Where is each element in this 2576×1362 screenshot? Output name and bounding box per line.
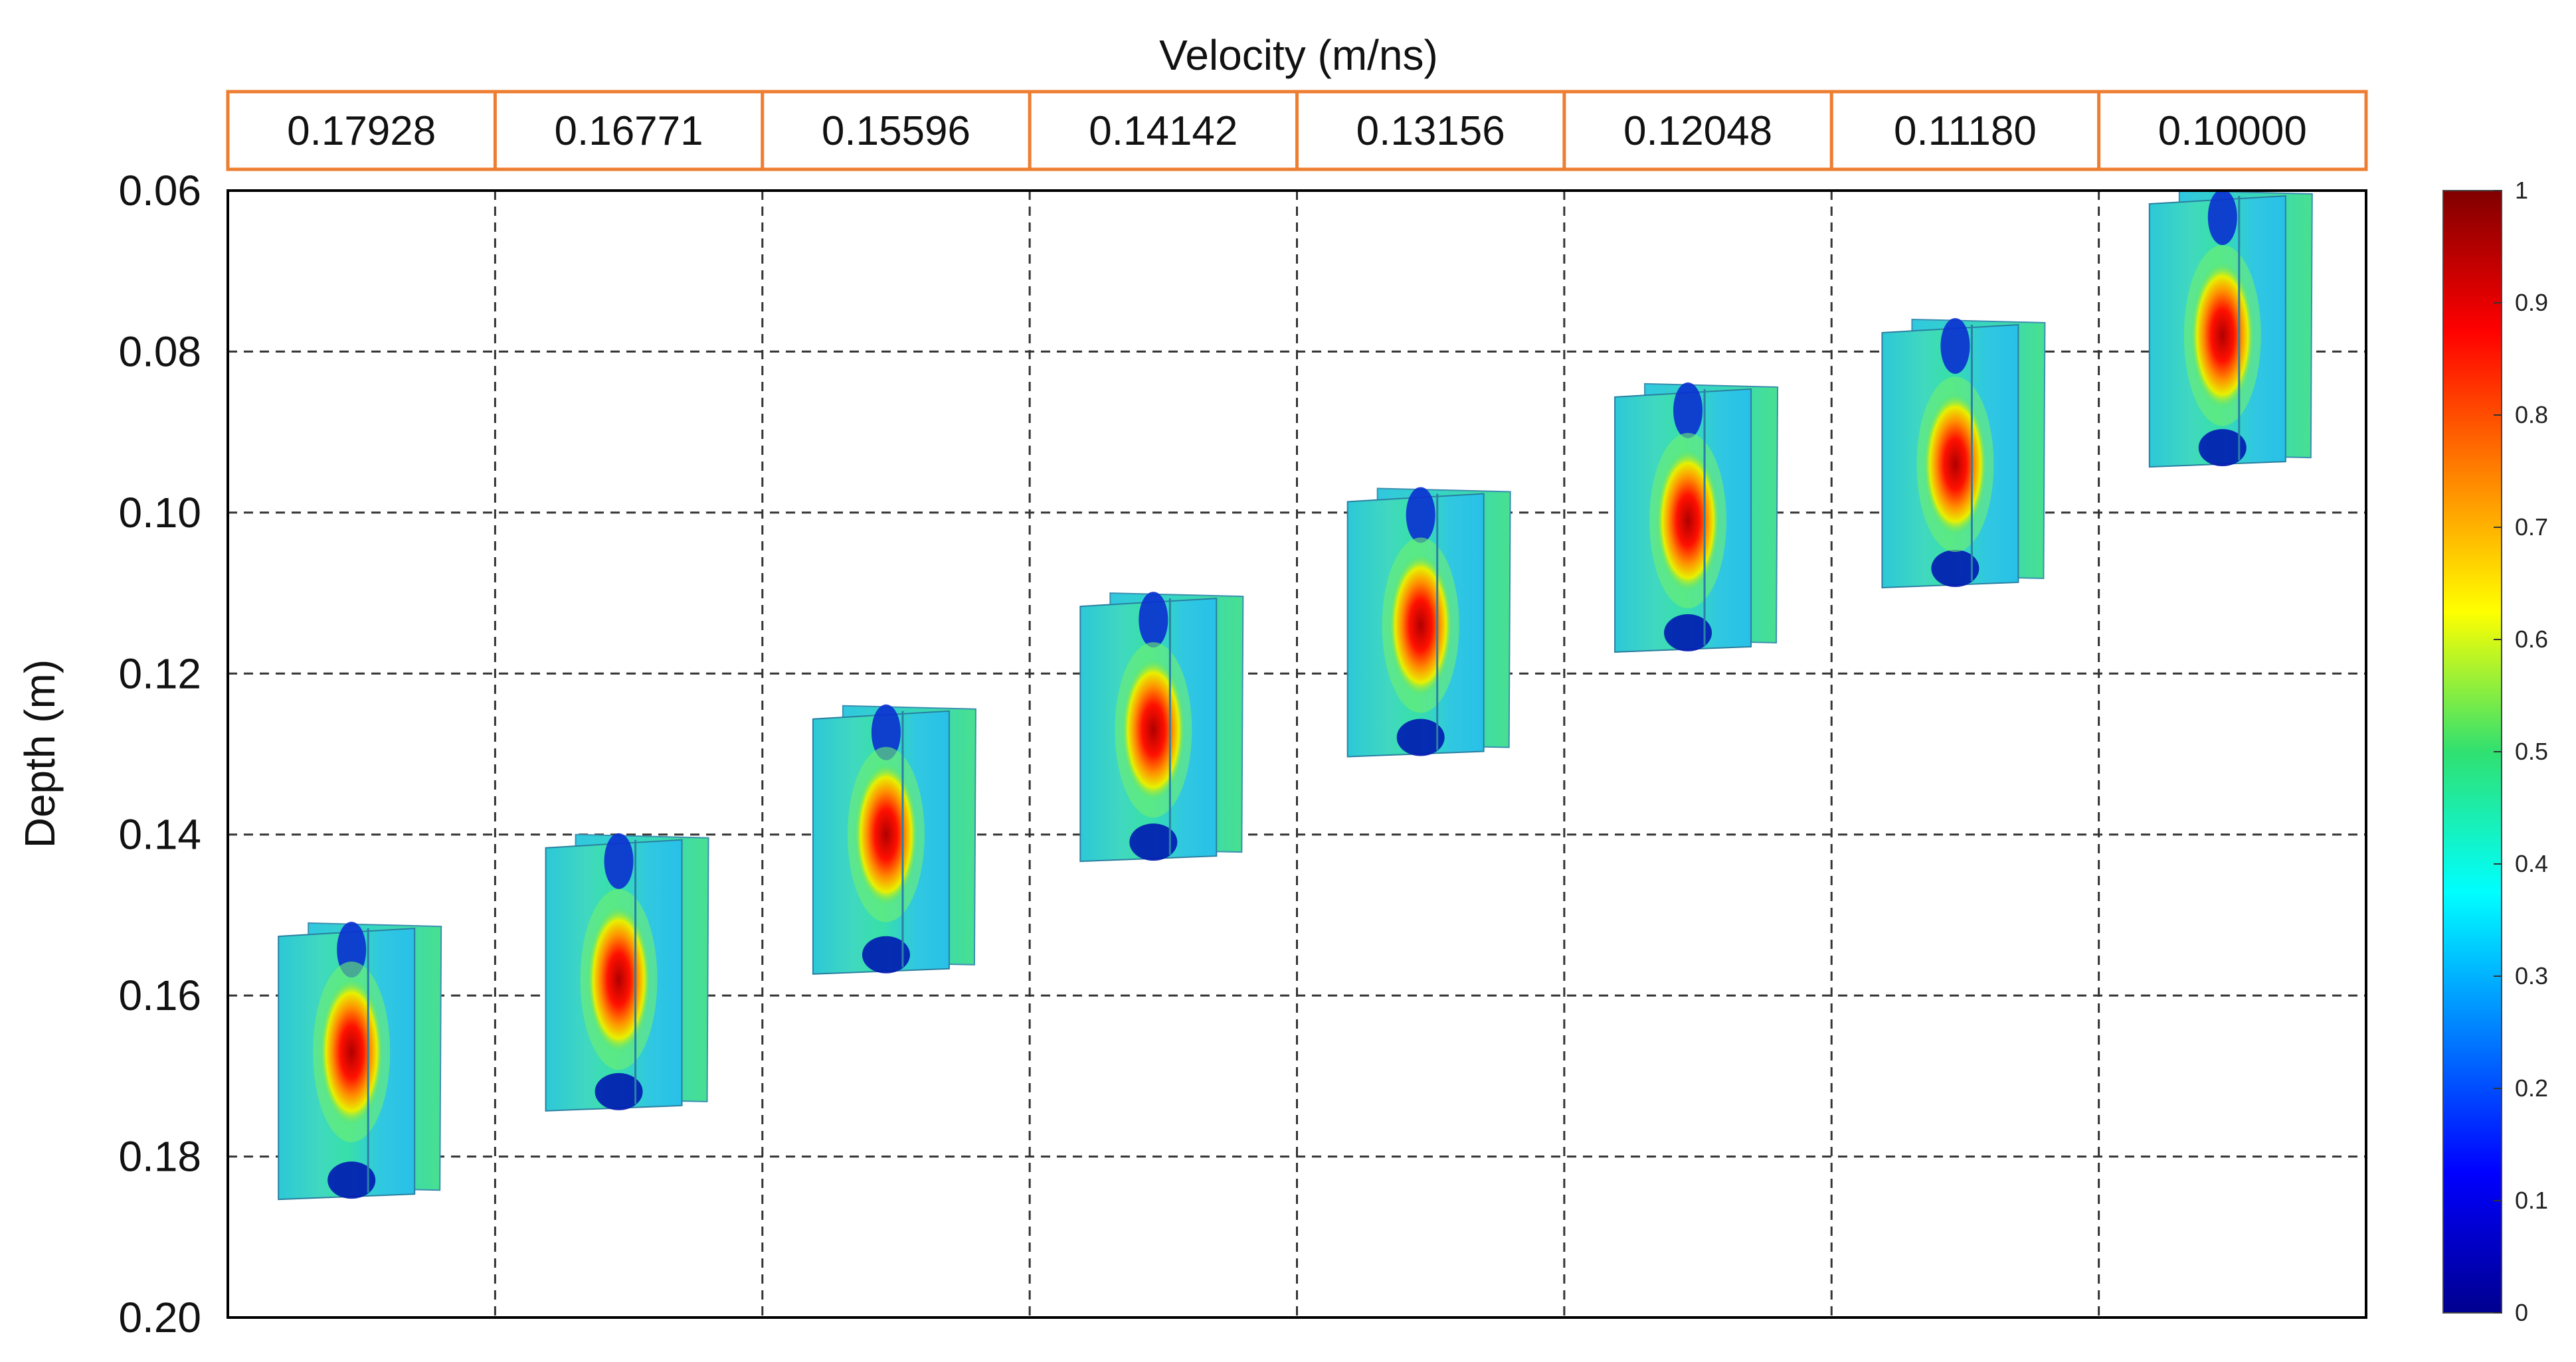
velocity-label: 0.14142 [1089, 108, 1238, 154]
slice-bottom-low [1931, 549, 1979, 587]
slice-top-low [1139, 592, 1168, 648]
slice-group [1614, 382, 1779, 653]
slice-top-low [1406, 487, 1435, 543]
colorbar-tick-label: 0.1 [2515, 1187, 2548, 1214]
colorbar-tick-label: 0.5 [2515, 738, 2548, 765]
colorbar-gradient [2442, 190, 2502, 1314]
chart-title: Velocity (m/ns) [1159, 31, 1438, 79]
slice-group [812, 704, 976, 975]
colorbar-tick-label: 0.7 [2515, 513, 2548, 541]
slice-group [2148, 189, 2313, 468]
colorbar-tick-label: 0.2 [2515, 1074, 2548, 1102]
slice-bottom-low [1396, 719, 1445, 756]
slice-top-low [1673, 382, 1703, 438]
y-tick-label: 0.18 [118, 1133, 201, 1181]
slice-top-low [2207, 189, 2237, 245]
colorbar-tick-label: 0 [2515, 1299, 2528, 1326]
velocity-label: 0.11180 [1894, 108, 2037, 154]
slice-group [278, 922, 442, 1201]
velocity-label: 0.15596 [822, 108, 970, 154]
velocity-label: 0.16771 [555, 108, 703, 154]
slice-top-low [604, 833, 634, 889]
slice-group [1346, 487, 1511, 758]
slice-peak [1121, 658, 1186, 802]
y-axis-label: Depth (m) [16, 659, 64, 849]
y-tick-label: 0.16 [118, 972, 201, 1019]
slice-peak [854, 762, 918, 906]
y-tick-labels: 0.06 0.08 0.10 0.12 0.14 0.16 0.18 0.20 [118, 167, 201, 1341]
slice-peak [1923, 392, 1987, 537]
y-tick-label: 0.06 [118, 167, 201, 214]
slice-bottom-low [595, 1072, 643, 1110]
slice-bottom-low [1664, 614, 1712, 651]
slice-peak [587, 905, 651, 1054]
colorbar-tick-label: 0.4 [2515, 850, 2548, 877]
colorbar: 0 0.1 0.2 0.3 0.4 0.5 0.6 0.7 0.8 0.9 1 [2442, 177, 2548, 1326]
slice-top-low [871, 704, 901, 760]
y-tick-label: 0.20 [118, 1294, 201, 1341]
velocity-label: 0.12048 [1623, 108, 1772, 154]
slice-group [1079, 592, 1244, 863]
slice-bottom-low [327, 1161, 376, 1199]
velocity-header-row: 0.17928 0.16771 0.15596 0.14142 0.13156 0.120… [226, 90, 2368, 171]
colorbar-tick-label: 0.3 [2515, 962, 2548, 989]
y-tick-label: 0.12 [118, 649, 201, 697]
slice-top-low [1940, 317, 1970, 374]
slice-bottom-low [1129, 823, 1178, 861]
slice-group [1881, 317, 2046, 588]
velocity-label: 0.10000 [2158, 108, 2307, 154]
colorbar-tick-label: 1 [2515, 177, 2528, 204]
slice-images [278, 189, 2313, 1201]
colorbar-tick-label: 0.8 [2515, 401, 2548, 428]
slice-group [545, 833, 709, 1112]
y-tick-label: 0.10 [118, 489, 201, 537]
y-tick-label: 0.14 [118, 811, 201, 859]
slice-bottom-low [2198, 429, 2247, 467]
colorbar-ticks: 0 0.1 0.2 0.3 0.4 0.5 0.6 0.7 0.8 0.9 1 [2494, 177, 2548, 1326]
slice-peak [1656, 448, 1720, 592]
slice-peak [2190, 261, 2254, 410]
plot-frame [227, 189, 2367, 1319]
slice-bottom-low [862, 936, 910, 974]
y-tick-label: 0.08 [118, 327, 201, 375]
colorbar-tick-label: 0.9 [2515, 289, 2548, 316]
velocity-label: 0.17928 [287, 108, 436, 154]
slice-peak [320, 978, 384, 1126]
velocity-label: 0.13156 [1356, 108, 1505, 154]
slice-peak [1388, 553, 1453, 697]
colorbar-tick-label: 0.6 [2515, 626, 2548, 653]
grid-lines [228, 191, 2366, 1318]
